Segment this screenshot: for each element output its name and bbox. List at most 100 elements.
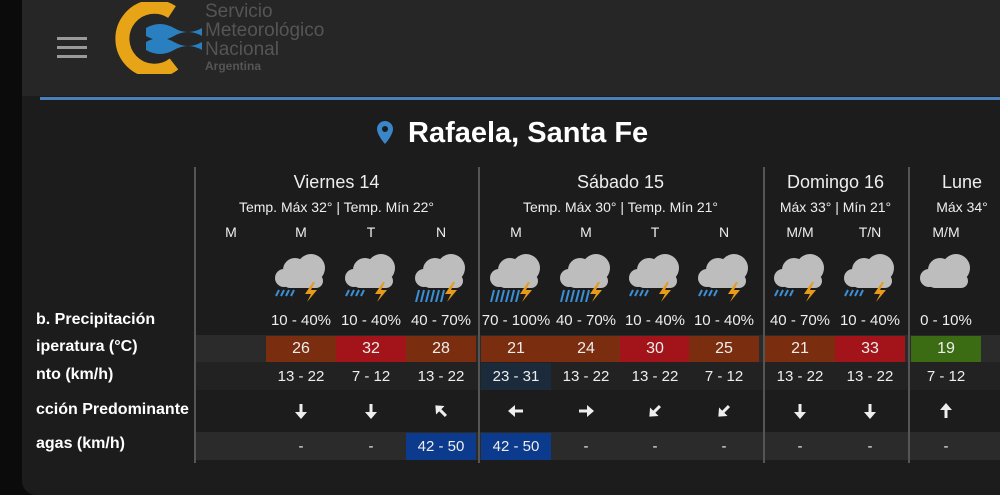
day-name: Sábado 15 — [576, 172, 665, 192]
period-label: M — [580, 224, 592, 240]
day-name: Domingo 16 — [786, 172, 885, 192]
day-name: Viernes 14 — [293, 172, 380, 192]
weather-icon — [838, 246, 902, 302]
day-summary: Temp. Máx 30° | Temp. Mín 21° — [522, 199, 719, 215]
period-label: T — [366, 224, 376, 240]
temperature: 19 — [911, 336, 981, 362]
row-label: b. Precipitación — [36, 311, 156, 328]
wind-direction — [646, 402, 664, 420]
gusts: - — [652, 438, 658, 455]
weather-icon — [409, 246, 473, 303]
gusts: - — [298, 438, 304, 455]
wind: 7 - 12 — [926, 368, 966, 385]
gusts: 42 - 50 — [481, 433, 551, 460]
period-label: T/N — [858, 224, 882, 240]
temperature: 33 — [835, 336, 905, 362]
wind: 13 - 22 — [417, 368, 465, 385]
day-name: Lune — [941, 172, 983, 192]
weather-icon — [339, 246, 403, 302]
precipitation: 10 - 40% — [693, 312, 755, 329]
temperature: 30 — [620, 336, 690, 362]
wind-direction — [715, 402, 733, 420]
gusts: - — [368, 438, 374, 455]
day-summary: Máx 34° — [936, 199, 988, 215]
temperature: 25 — [689, 336, 759, 362]
period-label: M — [225, 224, 237, 240]
row-label: agas (km/h) — [36, 435, 125, 452]
logo-line: Meteorológico — [205, 20, 325, 41]
wind: 13 - 22 — [846, 368, 894, 385]
wind-direction — [791, 402, 809, 420]
row-background — [195, 432, 1000, 460]
precipitation: 40 - 70% — [769, 312, 831, 329]
weather-icon — [554, 246, 618, 303]
logo-line: Argentina — [205, 59, 262, 73]
precipitation: 10 - 40% — [839, 312, 901, 329]
period-label: T — [650, 224, 660, 240]
weather-icon — [692, 246, 756, 302]
period-label: M — [510, 224, 522, 240]
gusts: - — [867, 438, 873, 455]
wind-direction — [577, 402, 595, 420]
precipitation: 40 - 70% — [410, 312, 472, 329]
row-label: cción Predominante — [36, 401, 189, 418]
gusts: - — [943, 438, 949, 455]
temperature: 24 — [551, 336, 621, 362]
weather-icon — [768, 246, 832, 302]
wind-direction — [507, 402, 525, 420]
precipitation: 70 - 100% — [481, 312, 551, 329]
logo-line: Servicio — [205, 1, 273, 22]
wind: 13 - 22 — [776, 368, 824, 385]
header-line — [40, 97, 1000, 100]
precipitation: 10 - 40% — [624, 312, 686, 329]
precipitation: 10 - 40% — [270, 312, 332, 329]
temperature: 26 — [266, 336, 336, 362]
wind: 7 - 12 — [351, 368, 391, 385]
header-bar — [22, 0, 1000, 96]
row-background — [195, 362, 1000, 390]
day-summary: Temp. Máx 32° | Temp. Mín 22° — [238, 199, 435, 215]
logo — [115, 2, 202, 74]
gusts: 42 - 50 — [406, 433, 476, 460]
wind-direction — [861, 402, 879, 420]
period-label: N — [718, 224, 730, 240]
wind: 13 - 22 — [631, 368, 679, 385]
weather-icon — [623, 246, 687, 302]
row-label: iperatura (°C) — [36, 338, 138, 355]
weather-icon — [269, 246, 333, 302]
separator — [908, 167, 910, 463]
period-label: M — [295, 224, 307, 240]
temperature: 21 — [765, 336, 835, 362]
weather-icon — [484, 246, 548, 303]
temperature: 28 — [406, 336, 476, 362]
pin-icon — [377, 121, 393, 144]
temperature: 21 — [481, 336, 551, 362]
precipitation: 0 - 10% — [920, 312, 972, 329]
location: Rafaela, Santa Fe — [408, 117, 649, 149]
period-label: M/M — [786, 224, 814, 240]
temperature: 32 — [336, 336, 406, 362]
gusts: - — [721, 438, 727, 455]
separator — [194, 167, 196, 463]
day-summary: Máx 33° | Mín 21° — [779, 199, 892, 215]
row-label: nto (km/h) — [36, 366, 114, 383]
wind-direction — [362, 402, 380, 420]
logo-line: Nacional — [205, 39, 279, 60]
period-label: M/M — [932, 224, 960, 240]
wind-direction — [937, 402, 955, 420]
wind: 13 - 22 — [277, 368, 325, 385]
precipitation: 40 - 70% — [555, 312, 617, 329]
wind: 13 - 22 — [562, 368, 610, 385]
separator — [478, 167, 480, 463]
separator — [763, 167, 765, 463]
wind: 23 - 31 — [481, 363, 551, 390]
period-label: N — [435, 224, 447, 240]
menu-icon[interactable] — [55, 35, 89, 61]
gusts: - — [797, 438, 803, 455]
wind-direction — [292, 402, 310, 420]
wind-direction — [432, 402, 450, 420]
precipitation: 10 - 40% — [340, 312, 402, 329]
weather-icon — [914, 246, 978, 302]
